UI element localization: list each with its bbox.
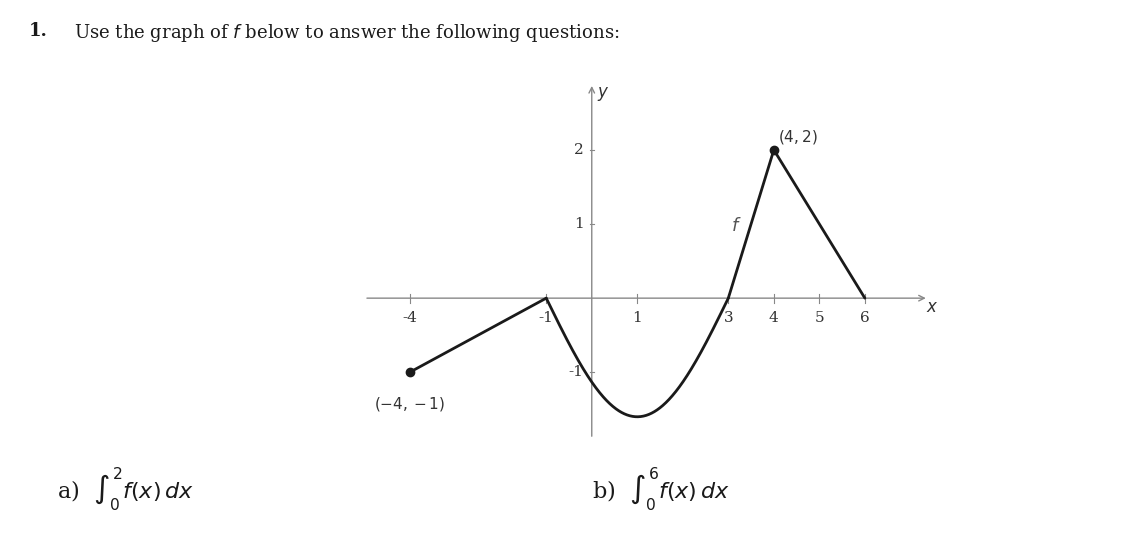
Text: a)  $\int_0^2 f(x)\, dx$: a) $\int_0^2 f(x)\, dx$ [57, 465, 193, 513]
Text: 1.: 1. [28, 22, 48, 39]
Text: -1: -1 [538, 312, 554, 326]
Text: -1: -1 [569, 365, 584, 379]
Text: Use the graph of $f$ below to answer the following questions:: Use the graph of $f$ below to answer the… [74, 22, 619, 44]
Text: 5: 5 [815, 312, 824, 326]
Text: b)  $\int_0^6 f(x)\, dx$: b) $\int_0^6 f(x)\, dx$ [592, 465, 729, 513]
Text: 6: 6 [860, 312, 869, 326]
Text: 4: 4 [769, 312, 778, 326]
Text: 1: 1 [574, 217, 584, 231]
Text: $f$: $f$ [731, 217, 741, 235]
Text: 1: 1 [633, 312, 642, 326]
Text: -4: -4 [402, 312, 418, 326]
Text: $x$: $x$ [926, 299, 939, 315]
Text: 2: 2 [574, 143, 584, 157]
Text: $y$: $y$ [597, 84, 610, 103]
Text: $(4, 2)$: $(4, 2)$ [778, 128, 818, 146]
Text: 3: 3 [724, 312, 733, 326]
Text: $(-4, -1)$: $(-4, -1)$ [374, 394, 445, 413]
